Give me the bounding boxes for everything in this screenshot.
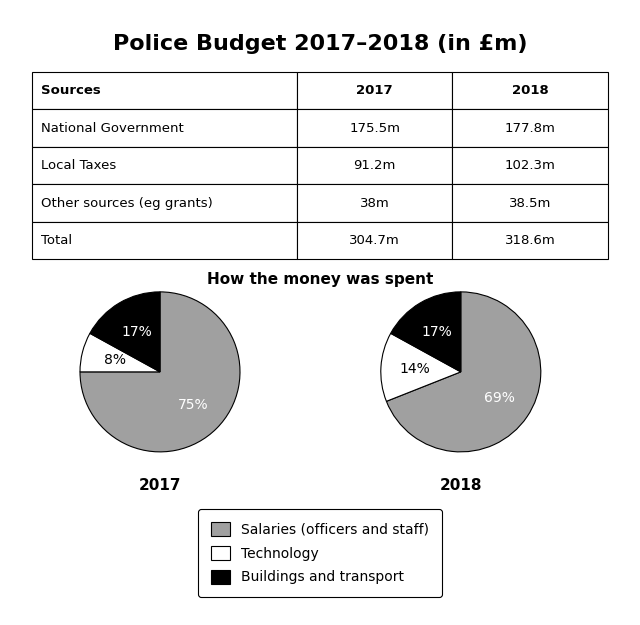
Bar: [297, 147, 452, 184]
Text: 14%: 14%: [399, 362, 430, 376]
Text: 8%: 8%: [104, 353, 126, 367]
Bar: [32, 72, 297, 109]
Text: Local Taxes: Local Taxes: [41, 159, 116, 172]
Bar: [32, 147, 297, 184]
Text: 2017: 2017: [139, 478, 181, 493]
Wedge shape: [390, 292, 461, 372]
Bar: [32, 109, 297, 147]
Bar: [297, 184, 452, 222]
Text: Sources: Sources: [41, 84, 100, 97]
Text: 2018: 2018: [512, 84, 548, 97]
Text: 102.3m: 102.3m: [505, 159, 556, 172]
Bar: [32, 184, 297, 222]
Text: 177.8m: 177.8m: [505, 122, 556, 134]
Wedge shape: [80, 333, 160, 372]
Text: 2018: 2018: [440, 478, 482, 493]
Text: 17%: 17%: [422, 325, 452, 339]
Bar: [452, 72, 608, 109]
Bar: [297, 222, 452, 259]
Wedge shape: [80, 292, 240, 452]
Text: 175.5m: 175.5m: [349, 122, 400, 134]
Text: 2017: 2017: [356, 84, 393, 97]
Bar: [297, 109, 452, 147]
Wedge shape: [90, 292, 160, 372]
Text: 38.5m: 38.5m: [509, 197, 552, 209]
Wedge shape: [381, 333, 461, 401]
Text: 304.7m: 304.7m: [349, 234, 400, 247]
Text: How the money was spent: How the money was spent: [207, 272, 433, 287]
Text: 69%: 69%: [484, 391, 515, 405]
Wedge shape: [387, 292, 541, 452]
Bar: [452, 147, 608, 184]
Text: 38m: 38m: [360, 197, 390, 209]
Bar: [452, 109, 608, 147]
Text: 91.2m: 91.2m: [353, 159, 396, 172]
Bar: [452, 222, 608, 259]
Text: Total: Total: [41, 234, 72, 247]
Text: National Government: National Government: [41, 122, 184, 134]
Bar: [297, 72, 452, 109]
Bar: [32, 222, 297, 259]
Text: 75%: 75%: [177, 398, 208, 412]
Bar: [452, 184, 608, 222]
Text: 318.6m: 318.6m: [505, 234, 556, 247]
Text: Other sources (eg grants): Other sources (eg grants): [41, 197, 212, 209]
Text: Police Budget 2017–2018 (in £m): Police Budget 2017–2018 (in £m): [113, 34, 527, 54]
Text: 17%: 17%: [121, 325, 152, 339]
Legend: Salaries (officers and staff), Technology, Buildings and transport: Salaries (officers and staff), Technolog…: [198, 509, 442, 597]
